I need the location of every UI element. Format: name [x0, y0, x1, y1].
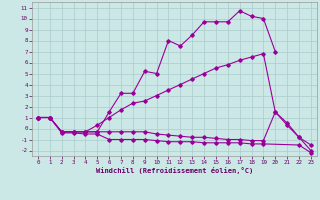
X-axis label: Windchill (Refroidissement éolien,°C): Windchill (Refroidissement éolien,°C): [96, 167, 253, 174]
